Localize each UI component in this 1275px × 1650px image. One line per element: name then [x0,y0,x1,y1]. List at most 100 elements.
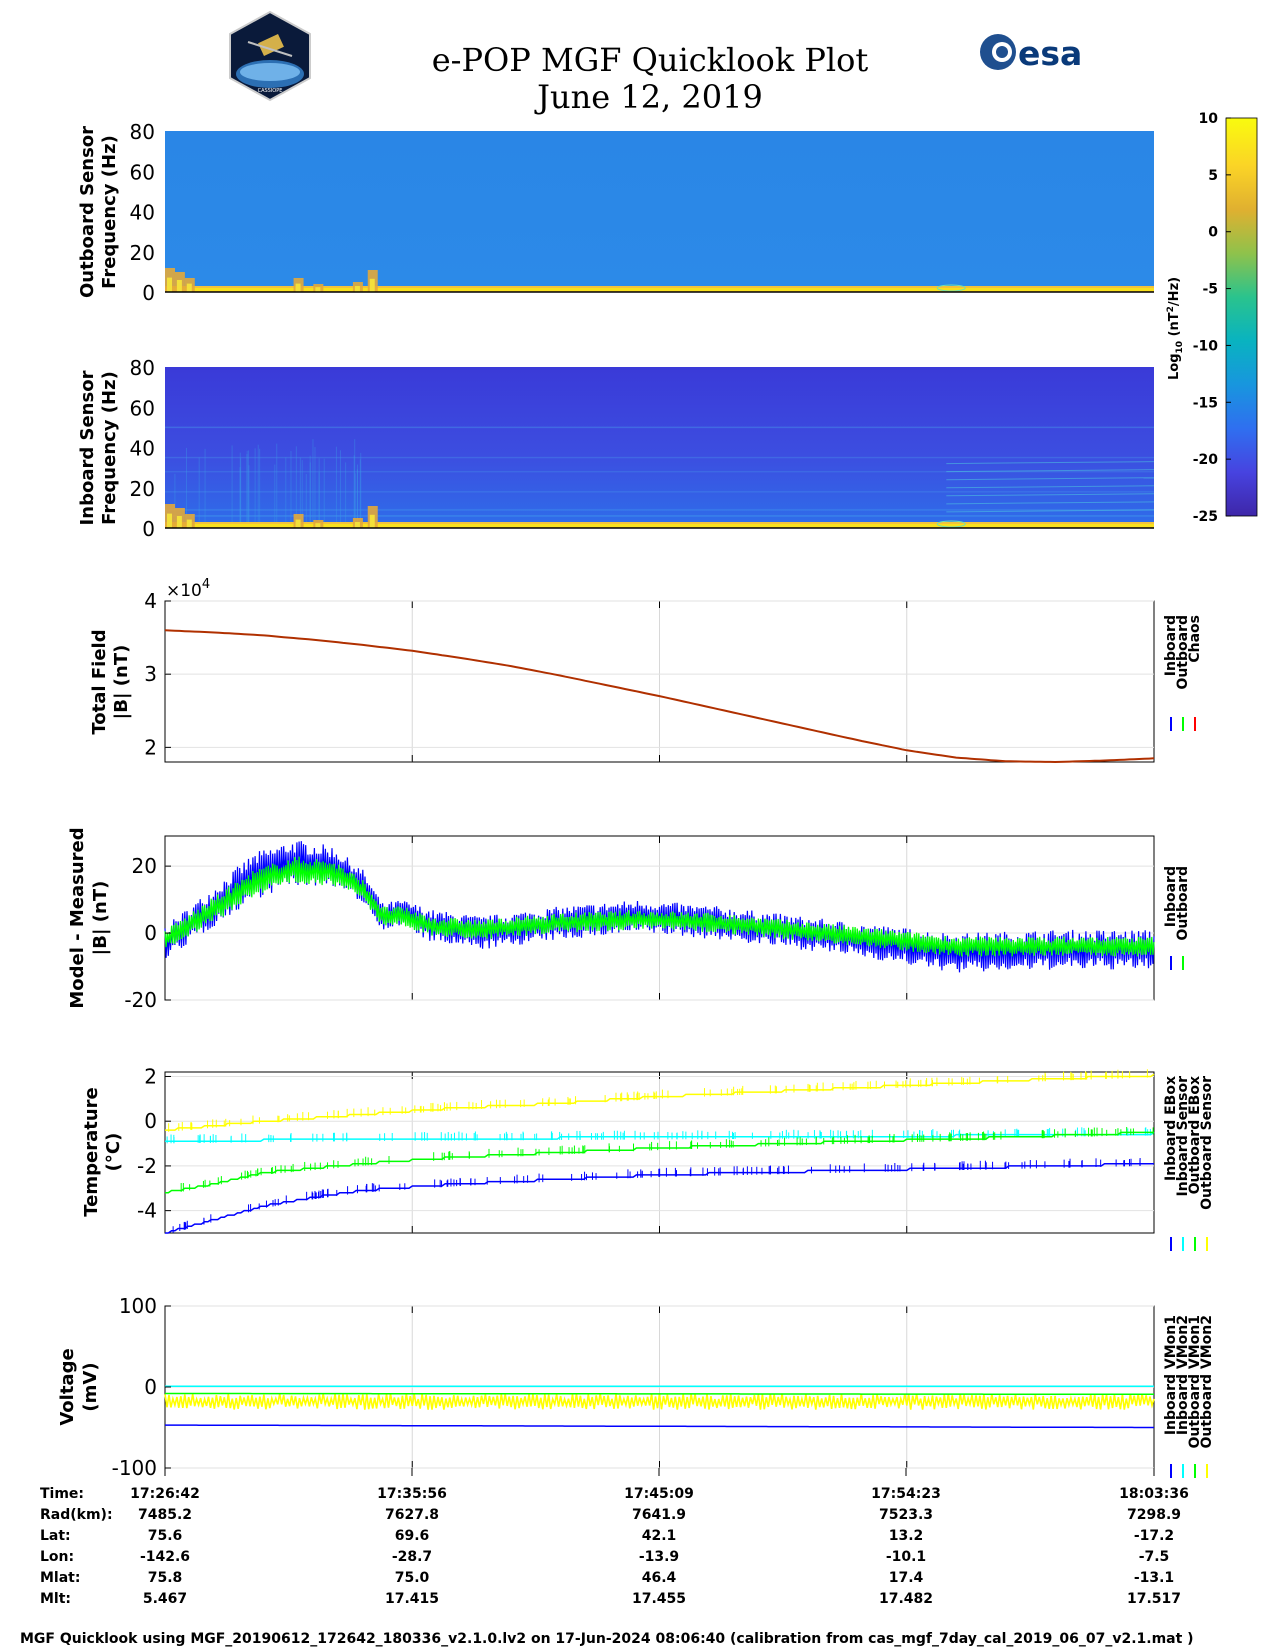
legend-entry: Inboard [1163,866,1179,927]
burst-core [186,283,192,292]
ephemeris-cell: 17:54:23 [871,1486,941,1502]
series-line-outboard-vmon1 [165,1392,1154,1396]
outboard-spectrogram-image [165,131,1154,292]
legend-entry: Chaos [1187,615,1203,663]
ephemeris-cell: 17.517 [1127,1591,1181,1607]
y-tick-label: 0 [142,281,155,305]
ephemeris-cell: 46.4 [642,1570,677,1586]
inboard-ylabel-line2: Frequency (Hz) [99,371,120,525]
panel-model-minus-measured: 20 0 -20 Model - Measured |B| (nT) Inboard… [67,827,1191,1012]
burst-core [176,280,182,292]
ephemeris-cell: -28.7 [392,1549,432,1565]
colorbar: 10 5 0 -5 -10 -15 -20 -25 Log10 (nT2/Hz) [1166,111,1258,525]
burst-core [295,283,301,292]
legend-entry: Outboard VMon2 [1199,1315,1215,1449]
burst-core [315,287,321,292]
y-tick-label: 40 [130,437,155,461]
y-tick-label: 100 [119,1294,157,1318]
ephemeris-cell: 17.455 [632,1591,686,1607]
esa-logo: esa [980,34,1082,73]
harmonic-line [946,477,1155,481]
ephemeris-cell: 17.4 [889,1570,924,1586]
inboard-spectrogram-image [165,367,1154,528]
burst-core [315,523,321,528]
ephemeris-cell: 17.482 [879,1591,933,1607]
burst-core [186,519,192,528]
legend-entry: Inboard EBox [1163,1076,1179,1181]
burst-core [176,516,182,528]
y-tick-label: 3 [144,662,157,686]
y-tick-label: 2 [144,735,157,759]
colorbar-tick-label: -10 [1193,338,1219,354]
ephemeris-cell: -10.1 [886,1549,926,1565]
band-low-freq-core [165,288,1154,291]
total-field-ylabel-line1: Total Field [89,629,110,734]
y-tick-label: 80 [130,120,155,144]
colorbar-label: Log10 (nT2/Hz) [1166,277,1185,380]
ephemeris-table: Time: 17:26:42 17:35:56 17:45:09 17:54:23 18:… [40,1468,1189,1607]
burst-core [167,513,172,528]
y-tick-label: 2 [144,1064,157,1088]
y-tick-label: 0 [144,1109,157,1133]
burst-core [354,522,360,528]
ephemeris-cell: 17:35:56 [377,1486,447,1502]
ephemeris-row-label: Lon: [40,1549,74,1565]
ephemeris-row-label: Time: [40,1486,84,1502]
band-low-freq-core [165,524,1154,527]
ephemeris-cell: 17.415 [385,1591,439,1607]
y-tick-label: 60 [130,160,155,184]
ephemeris-cell: 69.6 [395,1528,430,1544]
legend-entry: Outboard VMon1 [1187,1315,1203,1449]
burst-core [167,277,172,292]
ephemeris-cell: 7298.9 [1127,1507,1181,1523]
ephemeris-cell: 17:26:42 [130,1486,200,1502]
feature-loop [936,284,966,292]
total-field-series [164,629,1155,764]
ephemeris-cell: 7641.9 [632,1507,686,1523]
inboard-ylabel-line1: Inboard Sensor [77,370,98,525]
y-tick-label: 4 [144,589,157,613]
model-measured-ylabel-line1: Model - Measured [67,827,88,1008]
footer-note: MGF Quicklook using MGF_20190612_172642_… [20,1631,1194,1647]
legend-entry: Outboard [1175,615,1191,690]
series-line-outboard [164,856,1155,957]
colorbar-tick-label: -25 [1193,509,1218,525]
series-line-chaos [164,629,1155,764]
total-field-ylabel-line2: |B| (nT) [111,645,132,720]
ephemeris-row-label: Lat: [40,1528,71,1544]
ephemeris-cell: 13.2 [889,1528,924,1544]
ephemeris-cell: -13.1 [1134,1570,1174,1586]
y-tick-label: 20 [130,241,155,265]
model-measured-series [164,841,1155,973]
y-tick-label: 20 [130,477,155,501]
colorbar-tick-label: 5 [1208,168,1218,184]
y-tick-label: -20 [124,988,157,1012]
inboard-low-frequency-band [165,504,1154,528]
voltage-series [164,1385,1155,1429]
legend-entry: Inboard VMon2 [1175,1315,1191,1435]
ephemeris-cell: -7.5 [1139,1549,1170,1565]
y-tick-label: 80 [130,356,155,380]
y-tick-label: 60 [130,396,155,420]
y-tick-label: 0 [144,921,157,945]
ephemeris-cell: -17.2 [1134,1528,1174,1544]
ephemeris-cell: 17:45:09 [624,1486,694,1502]
temperature-ylabel-line2: (°C) [103,1133,124,1172]
y-tick-label: 0 [142,517,155,541]
voltage-ylabel-line2: (mV) [80,1362,101,1411]
legend-entry: Outboard EBox [1187,1076,1203,1194]
inboard-spectral-lines [165,426,1155,528]
model-measured-ylabel-line2: |B| (nT) [90,881,111,956]
ephemeris-cell: 7627.8 [385,1507,439,1523]
ephemeris-cell: 75.0 [395,1570,430,1586]
harmonic-line [946,501,1155,505]
legend-entry: Inboard [1163,615,1179,676]
ephemeris-cell: 75.6 [148,1528,183,1544]
legend-entry: Outboard [1175,866,1191,941]
harmonic-line [946,509,1155,513]
